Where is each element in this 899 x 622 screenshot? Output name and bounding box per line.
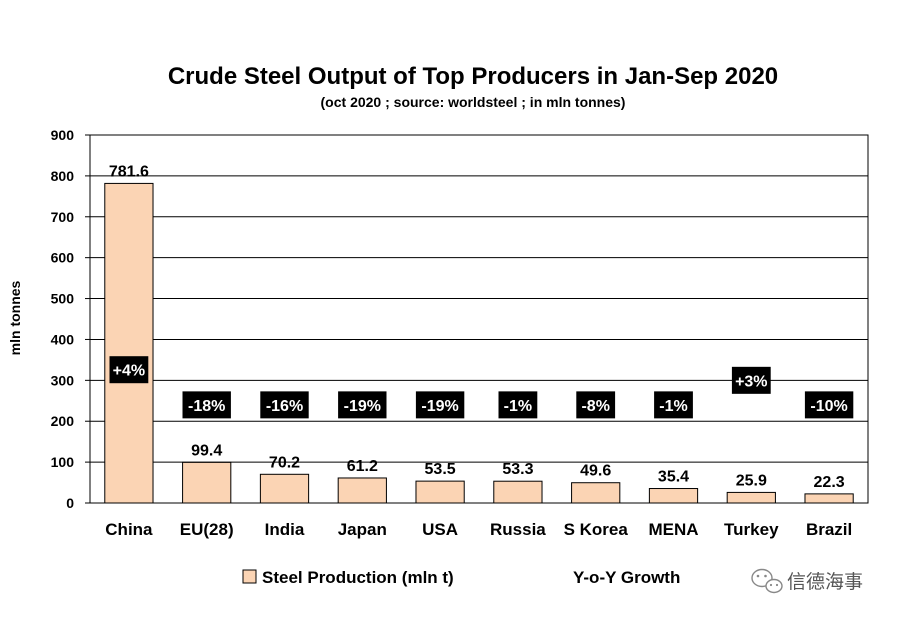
growth-label: +3% <box>735 373 767 390</box>
y-axis-label: mln tonnes <box>7 280 23 355</box>
y-tick-label: 300 <box>51 372 75 388</box>
y-tick-label: 200 <box>51 413 75 429</box>
growth-label: -18% <box>188 398 225 415</box>
bar <box>337 477 387 504</box>
bar <box>571 482 621 504</box>
growth-label-box <box>498 391 538 419</box>
growth-label: -19% <box>421 398 458 415</box>
x-tick-label: S Korea <box>564 520 629 539</box>
y-tick-label: 500 <box>51 291 75 307</box>
y-tick-label: 800 <box>51 168 75 184</box>
wechat-icon <box>751 568 783 594</box>
y-tick-label: 900 <box>51 127 75 143</box>
growth-label-box <box>182 391 231 419</box>
bar-value-label: 61.2 <box>347 458 378 475</box>
legend-label-production: Steel Production (mln t) <box>262 568 454 587</box>
bar-value-labels: 781.6 99.4 70.2 61.2 53.5 53.3 49.6 35.4 25.9 22.… <box>109 163 845 490</box>
bar <box>493 480 543 504</box>
y-tick-label: 400 <box>51 331 75 347</box>
bars <box>104 182 854 504</box>
growth-label-box <box>109 356 149 384</box>
x-axis-ticks: China EU(28) India Japan USA Russia S Korea MEN… <box>105 520 852 539</box>
x-tick-label: Brazil <box>806 520 852 539</box>
y-tick-label: 100 <box>51 454 75 470</box>
watermark-text: 信德海事 <box>787 571 863 593</box>
growth-label-box <box>260 391 309 419</box>
bar-value-label: 35.4 <box>658 469 689 486</box>
bar <box>104 182 154 504</box>
growth-label-box <box>338 391 387 419</box>
bar-value-label: 781.6 <box>109 163 149 180</box>
bar-value-label: 53.3 <box>502 461 533 478</box>
watermark: 信德海事 <box>751 568 863 594</box>
bar <box>804 493 854 504</box>
chart-title: Crude Steel Output of Top Producers in J… <box>168 63 778 90</box>
bar <box>182 461 232 504</box>
bar-value-label: 22.3 <box>814 474 845 491</box>
bar-value-label: 25.9 <box>736 472 767 489</box>
x-tick-label: India <box>265 520 305 539</box>
growth-label: -16% <box>266 398 303 415</box>
legend-swatch-production <box>242 569 257 584</box>
bar-value-label: 49.6 <box>580 463 611 480</box>
x-tick-label: Turkey <box>724 520 779 539</box>
growth-label-box <box>576 391 616 419</box>
bar-value-label: 99.4 <box>191 442 222 459</box>
x-tick-label: USA <box>422 520 458 539</box>
growth-labels: +4% -18% -16% -19% -19% -1% -8% -1% +3% -10% <box>109 356 854 419</box>
growth-label: -10% <box>810 398 847 415</box>
x-tick-label: China <box>105 520 153 539</box>
plot-frame <box>89 134 869 504</box>
chart-subtitle: (oct 2020 ; source: worldsteel ; in mln … <box>321 94 626 110</box>
growth-label: +4% <box>113 363 145 380</box>
x-tick-label: EU(28) <box>180 520 234 539</box>
x-tick-label: Russia <box>490 520 546 539</box>
y-tick-label: 700 <box>51 209 75 225</box>
x-tick-label: Japan <box>338 520 387 539</box>
y-tick-label: 600 <box>51 250 75 266</box>
y-axis-ticks: 0 100 200 300 400 500 600 700 800 900 <box>51 127 90 511</box>
y-tick-label: 0 <box>66 495 74 511</box>
growth-label: -1% <box>659 398 687 415</box>
growth-label-box <box>804 391 854 419</box>
growth-label-box <box>731 366 771 394</box>
growth-label-box <box>654 391 693 419</box>
growth-label-box <box>415 391 465 419</box>
legend-label-growth: Y-o-Y Growth <box>573 568 680 587</box>
legend: Steel Production (mln t) Y-o-Y Growth <box>242 568 680 587</box>
growth-label: -8% <box>581 398 609 415</box>
bar-value-label: 70.2 <box>269 454 300 471</box>
bar-value-label: 53.5 <box>425 461 456 478</box>
bar <box>415 480 465 504</box>
growth-label: -1% <box>504 398 532 415</box>
grid-lines <box>90 175 868 463</box>
growth-label: -19% <box>344 398 381 415</box>
x-tick-label: MENA <box>648 520 698 539</box>
bar <box>648 488 699 504</box>
bar <box>259 473 310 504</box>
bar <box>726 491 776 504</box>
